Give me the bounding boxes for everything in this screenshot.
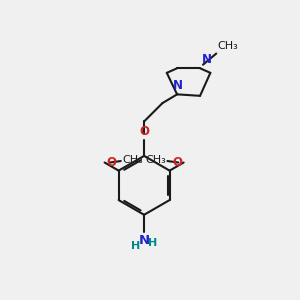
Text: N: N: [202, 53, 212, 66]
Text: CH₃: CH₃: [145, 154, 166, 165]
Text: O: O: [139, 125, 149, 138]
Text: N: N: [139, 234, 150, 247]
Text: H: H: [148, 238, 157, 248]
Text: N: N: [173, 79, 183, 92]
Text: O: O: [172, 156, 182, 169]
Text: H: H: [131, 241, 140, 251]
Text: O: O: [106, 156, 116, 169]
Text: CH₃: CH₃: [218, 41, 238, 51]
Text: CH₃: CH₃: [122, 154, 143, 165]
